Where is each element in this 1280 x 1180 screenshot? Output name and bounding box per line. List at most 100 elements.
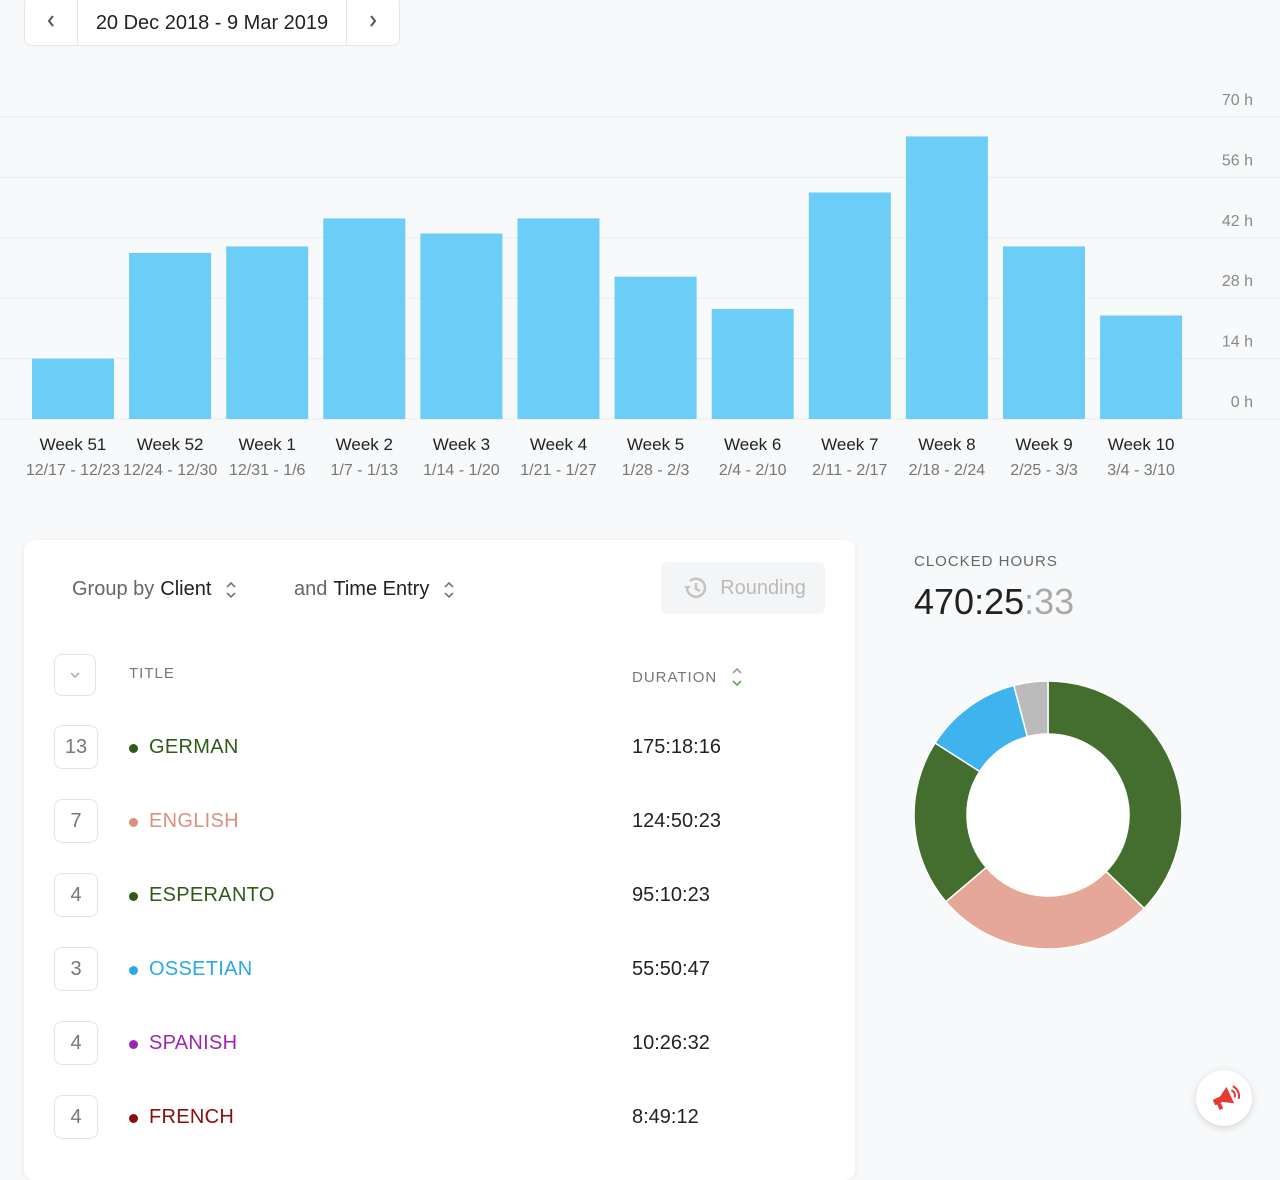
client-color-dot bbox=[129, 1040, 138, 1049]
client-color-dot bbox=[129, 818, 138, 827]
grouping-controls: Group by Client and Time Entry Rounding bbox=[72, 562, 825, 614]
client-rows: 13 GERMAN 175:18:16 7 ENGLISH 124:50:23 4 ESPER… bbox=[54, 725, 825, 1169]
bar[interactable] bbox=[129, 252, 212, 419]
table-row[interactable]: 3 OSSETIAN 55:50:47 bbox=[54, 947, 825, 1021]
collapse-all-button[interactable] bbox=[54, 654, 96, 696]
table-row[interactable]: 4 ESPERANTO 95:10:23 bbox=[54, 873, 825, 947]
table-row[interactable]: 7 ENGLISH 124:50:23 bbox=[54, 799, 825, 873]
entry-count-badge[interactable]: 4 bbox=[54, 1095, 98, 1139]
clocked-hours-label: CLOCKED HOURS bbox=[914, 553, 1058, 570]
x-category-label: Week 1 bbox=[239, 435, 296, 454]
x-category-label: Week 4 bbox=[530, 435, 587, 454]
x-category-label: Week 8 bbox=[918, 435, 975, 454]
bar[interactable] bbox=[32, 358, 114, 419]
table-row[interactable]: 13 GERMAN 175:18:16 bbox=[54, 725, 825, 799]
bar[interactable] bbox=[808, 192, 891, 420]
bar[interactable] bbox=[614, 276, 697, 419]
client-duration: 95:10:23 bbox=[632, 884, 710, 906]
history-clock-icon bbox=[684, 577, 707, 598]
feedback-button[interactable] bbox=[1196, 1070, 1252, 1126]
next-period-button[interactable] bbox=[346, 0, 399, 45]
y-tick-label: 0 h bbox=[1231, 394, 1253, 411]
rounding-button[interactable]: Rounding bbox=[661, 562, 825, 614]
table-row[interactable]: 4 SPANISH 10:26:32 bbox=[54, 1021, 825, 1095]
bar[interactable] bbox=[323, 218, 406, 419]
client-color-dot bbox=[129, 892, 138, 901]
weekly-hours-bar-chart: 0 h 14 h 28 h 42 h 56 h 70 h Week 51 12/17 - 12… bbox=[0, 92, 1280, 479]
column-header-title: TITLE bbox=[129, 665, 175, 682]
client-name: SPANISH bbox=[149, 1032, 238, 1054]
x-category-label: Week 5 bbox=[627, 435, 684, 454]
x-date-range-label: 12/31 - 1/6 bbox=[229, 462, 306, 479]
client-duration: 55:50:47 bbox=[632, 958, 710, 980]
x-date-range-label: 1/21 - 1/27 bbox=[520, 462, 597, 479]
up-down-chevron-icon bbox=[444, 581, 454, 598]
megaphone-icon bbox=[1212, 1085, 1240, 1110]
x-category-label: Week 3 bbox=[433, 435, 490, 454]
bar[interactable] bbox=[517, 218, 600, 419]
x-date-range-label: 2/4 - 2/10 bbox=[719, 462, 787, 479]
x-category-label: Week 10 bbox=[1108, 435, 1175, 454]
entry-count-badge[interactable]: 4 bbox=[54, 1021, 98, 1065]
bar[interactable] bbox=[1100, 315, 1183, 419]
x-category-label: Week 52 bbox=[137, 435, 204, 454]
table-row[interactable]: 4 FRENCH 8:49:12 bbox=[54, 1095, 825, 1169]
x-date-range-label: 1/7 - 1/13 bbox=[330, 462, 398, 479]
previous-period-button[interactable] bbox=[25, 0, 78, 45]
client-duration: 175:18:16 bbox=[632, 736, 721, 758]
sort-icon bbox=[732, 667, 742, 687]
x-date-range-label: 2/25 - 3/3 bbox=[1010, 462, 1078, 479]
y-tick-label: 56 h bbox=[1222, 152, 1253, 169]
clocked-hours-value: 470:25:33 bbox=[914, 581, 1074, 623]
group-by-client-select[interactable]: Group by Client bbox=[72, 578, 237, 601]
x-category-label: Week 2 bbox=[336, 435, 393, 454]
y-tick-label: 14 h bbox=[1222, 334, 1253, 351]
chevron-right-icon bbox=[370, 15, 377, 27]
y-tick-label: 42 h bbox=[1222, 213, 1253, 230]
report-card: Group by Client and Time Entry Rounding … bbox=[24, 540, 855, 1180]
clocked-hours-seconds: :33 bbox=[1024, 581, 1075, 622]
y-tick-label: 70 h bbox=[1222, 92, 1253, 109]
bar[interactable] bbox=[905, 136, 988, 419]
client-color-dot bbox=[129, 1114, 138, 1123]
group-by-value: Client bbox=[160, 578, 212, 600]
entry-count-badge[interactable]: 13 bbox=[54, 725, 98, 769]
x-date-range-label: 2/11 - 2/17 bbox=[812, 462, 887, 479]
client-name: GERMAN bbox=[149, 736, 239, 758]
x-category-label: Week 7 bbox=[821, 435, 878, 454]
entry-count-badge[interactable]: 4 bbox=[54, 873, 98, 917]
x-date-range-label: 1/14 - 1/20 bbox=[423, 462, 500, 479]
client-duration: 8:49:12 bbox=[632, 1106, 699, 1128]
entry-count-badge[interactable]: 3 bbox=[54, 947, 98, 991]
x-date-range-label: 12/17 - 12/23 bbox=[26, 462, 120, 479]
up-down-chevron-icon bbox=[226, 581, 236, 598]
bar[interactable] bbox=[1003, 246, 1085, 419]
client-color-dot bbox=[129, 744, 138, 753]
client-name: OSSETIAN bbox=[149, 958, 253, 980]
entry-count-badge[interactable]: 7 bbox=[54, 799, 98, 843]
donut-hole bbox=[967, 734, 1129, 896]
bar[interactable] bbox=[420, 233, 503, 419]
sub-group-time-entry-select[interactable]: and Time Entry bbox=[294, 578, 455, 601]
table-header: TITLE DURATION bbox=[54, 654, 825, 698]
client-color-dot bbox=[129, 966, 138, 975]
column-header-duration[interactable]: DURATION bbox=[632, 666, 743, 688]
chevron-left-icon bbox=[47, 15, 54, 27]
x-category-label: Week 9 bbox=[1015, 435, 1072, 454]
sub-group-value: Time Entry bbox=[333, 578, 430, 600]
date-range-label[interactable]: 20 Dec 2018 - 9 Mar 2019 bbox=[95, 11, 329, 34]
bar[interactable] bbox=[226, 246, 309, 419]
x-category-label: Week 6 bbox=[724, 435, 781, 454]
group-by-prefix: Group by bbox=[72, 578, 155, 600]
x-date-range-label: 12/24 - 12/30 bbox=[123, 462, 217, 479]
client-name: ESPERANTO bbox=[149, 884, 275, 906]
x-category-label: Week 51 bbox=[40, 435, 107, 454]
x-date-range-label: 3/4 - 3/10 bbox=[1107, 462, 1175, 479]
client-name: ENGLISH bbox=[149, 810, 239, 832]
client-duration: 124:50:23 bbox=[632, 810, 721, 832]
date-range-picker: 20 Dec 2018 - 9 Mar 2019 bbox=[24, 0, 400, 46]
chevron-down-icon bbox=[70, 672, 80, 679]
bar[interactable] bbox=[711, 308, 794, 419]
y-tick-label: 28 h bbox=[1222, 273, 1253, 290]
client-duration: 10:26:32 bbox=[632, 1032, 710, 1054]
